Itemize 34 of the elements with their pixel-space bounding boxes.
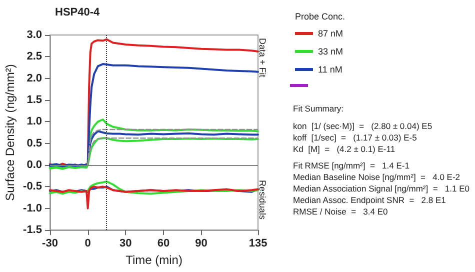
legend-label: 33 nM: [318, 46, 344, 56]
x-axis-title: Time (min): [126, 253, 182, 267]
text: RMSE / Noise = 3.4 E0: [293, 206, 388, 216]
x-tick-label: 60: [157, 238, 170, 250]
y-tick-label: 0.5: [26, 137, 42, 150]
y-tick-label: -1.5: [23, 224, 42, 236]
legend-title: Probe Conc.: [295, 12, 346, 22]
y-tick-label: 1.0: [26, 116, 42, 128]
text: kon [1/ (sec·M)] = (2.80 ± 0.04) E5: [293, 121, 432, 131]
x-tick-label: 135: [248, 238, 268, 250]
chart-title: HSP40-4: [55, 6, 101, 18]
y-tick-label: 2.0: [26, 72, 42, 84]
annotation: Data + Fit: [258, 38, 268, 78]
y-tick-label: -1.0: [23, 202, 42, 214]
x-tick-label: 90: [195, 238, 208, 250]
text: Kd [M] = (4.2 ± 0.1) E-11: [293, 144, 396, 154]
y-axis-title: Surface Density (ng/mm²): [3, 64, 17, 201]
legend-label: 87 nM: [318, 28, 344, 38]
annotation: Residuals: [258, 180, 268, 220]
y-tick-label: -0.5: [23, 180, 42, 193]
text: Median Baseline Noise [ng/mm²] = 4.0 E-2: [293, 172, 460, 182]
y-tick-label: 3.0: [26, 29, 42, 41]
x-tick-label: 30: [120, 238, 132, 250]
y-tick-label: 1.5: [26, 94, 42, 106]
text: Fit RMSE [ng/mm²] = 1.4 E-1: [293, 160, 410, 170]
x-tick-label: 0: [84, 238, 91, 250]
text: Fit Summary:: [293, 104, 344, 114]
y-tick-label: 2.5: [26, 50, 42, 63]
text: Median Assoc. Endpoint SNR = 2.8 E1: [293, 195, 446, 205]
text: Median Association Signal [ng/mm²] = 1.1 E0: [293, 184, 470, 194]
x-tick-label: -30: [42, 238, 58, 250]
text: koff [1/sec] = (1.17 ± 0.03) E-5: [293, 132, 418, 142]
legend-label: 11 nM: [318, 64, 342, 74]
y-tick-label: 0.0: [26, 159, 42, 171]
